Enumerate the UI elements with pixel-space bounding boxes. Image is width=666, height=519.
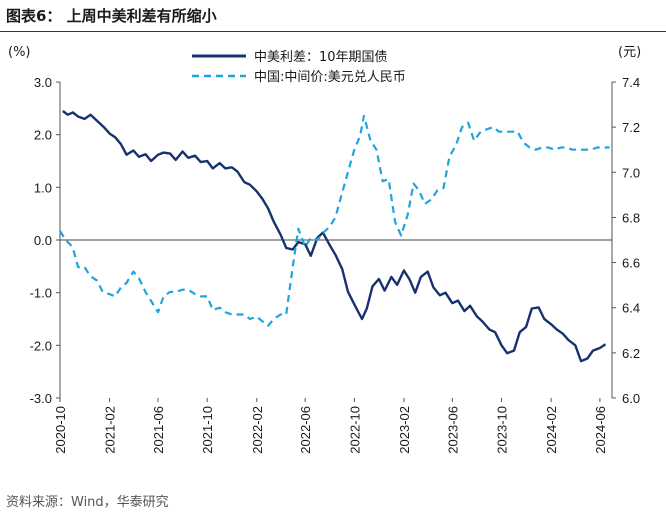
y-left-tick-label: -2.0 (30, 338, 52, 353)
title-divider (0, 31, 666, 32)
y-left-tick-label: 0.0 (34, 233, 52, 248)
x-tick-label: 2023-06 (445, 406, 460, 454)
x-tick-label: 2020-10 (53, 406, 68, 454)
y-left-tick-label: 2.0 (34, 128, 52, 143)
series-line-2 (59, 114, 610, 327)
y-right-tick-label: 7.2 (622, 120, 640, 135)
x-ticks: 2020-10 2021-02 2021-06 2021-10 2022-02 2022-… (53, 398, 608, 454)
x-tick-label: 2024-02 (544, 406, 559, 454)
plot-frame (59, 82, 613, 398)
x-tick-label: 2022-02 (250, 406, 265, 454)
x-tick-label: 2022-10 (347, 406, 362, 454)
y-left-tick-label: 1.0 (34, 180, 52, 195)
legend-label-2: 中国:中间价:美元兑人民币 (254, 70, 406, 85)
y-right-unit: (元) (618, 45, 641, 60)
x-tick-label: 2021-10 (200, 406, 215, 454)
y-right-ticks: 7.4 7.2 7.0 6.8 6.6 6.4 6.2 6.0 (612, 75, 640, 406)
series-line-1 (62, 110, 607, 363)
y-left-tick-label: -1.0 (30, 286, 52, 301)
y-left-tick-label: 3.0 (34, 75, 52, 90)
series-layer (59, 110, 610, 363)
y-left-tick-label: -3.0 (30, 391, 52, 406)
y-right-tick-label: 6.8 (622, 210, 640, 225)
y-right-tick-label: 6.0 (622, 391, 640, 406)
y-right-tick-label: 7.0 (622, 165, 640, 180)
y-right-tick-label: 6.4 (622, 301, 640, 316)
y-right-tick-label: 7.4 (622, 75, 640, 90)
x-tick-label: 2021-02 (103, 406, 118, 454)
legend-label-1: 中美利差：10年期国债 (254, 50, 388, 65)
y-right-tick-label: 6.2 (622, 346, 640, 361)
y-left-unit: (%) (8, 45, 31, 60)
x-tick-label: 2024-06 (593, 406, 608, 454)
source-note: 资料来源：Wind，华泰研究 (6, 495, 169, 510)
x-tick-label: 2021-06 (151, 406, 166, 454)
x-tick-label: 2023-10 (495, 406, 510, 454)
y-right-tick-label: 6.6 (622, 256, 640, 271)
x-tick-label: 2023-02 (397, 406, 412, 454)
x-tick-label: 2022-06 (298, 406, 313, 454)
y-left-ticks: 3.0 2.0 1.0 0.0 -1.0 -2.0 -3.0 (30, 75, 60, 406)
figure-title: 图表6： 上周中美利差有所缩小 (6, 7, 217, 25)
